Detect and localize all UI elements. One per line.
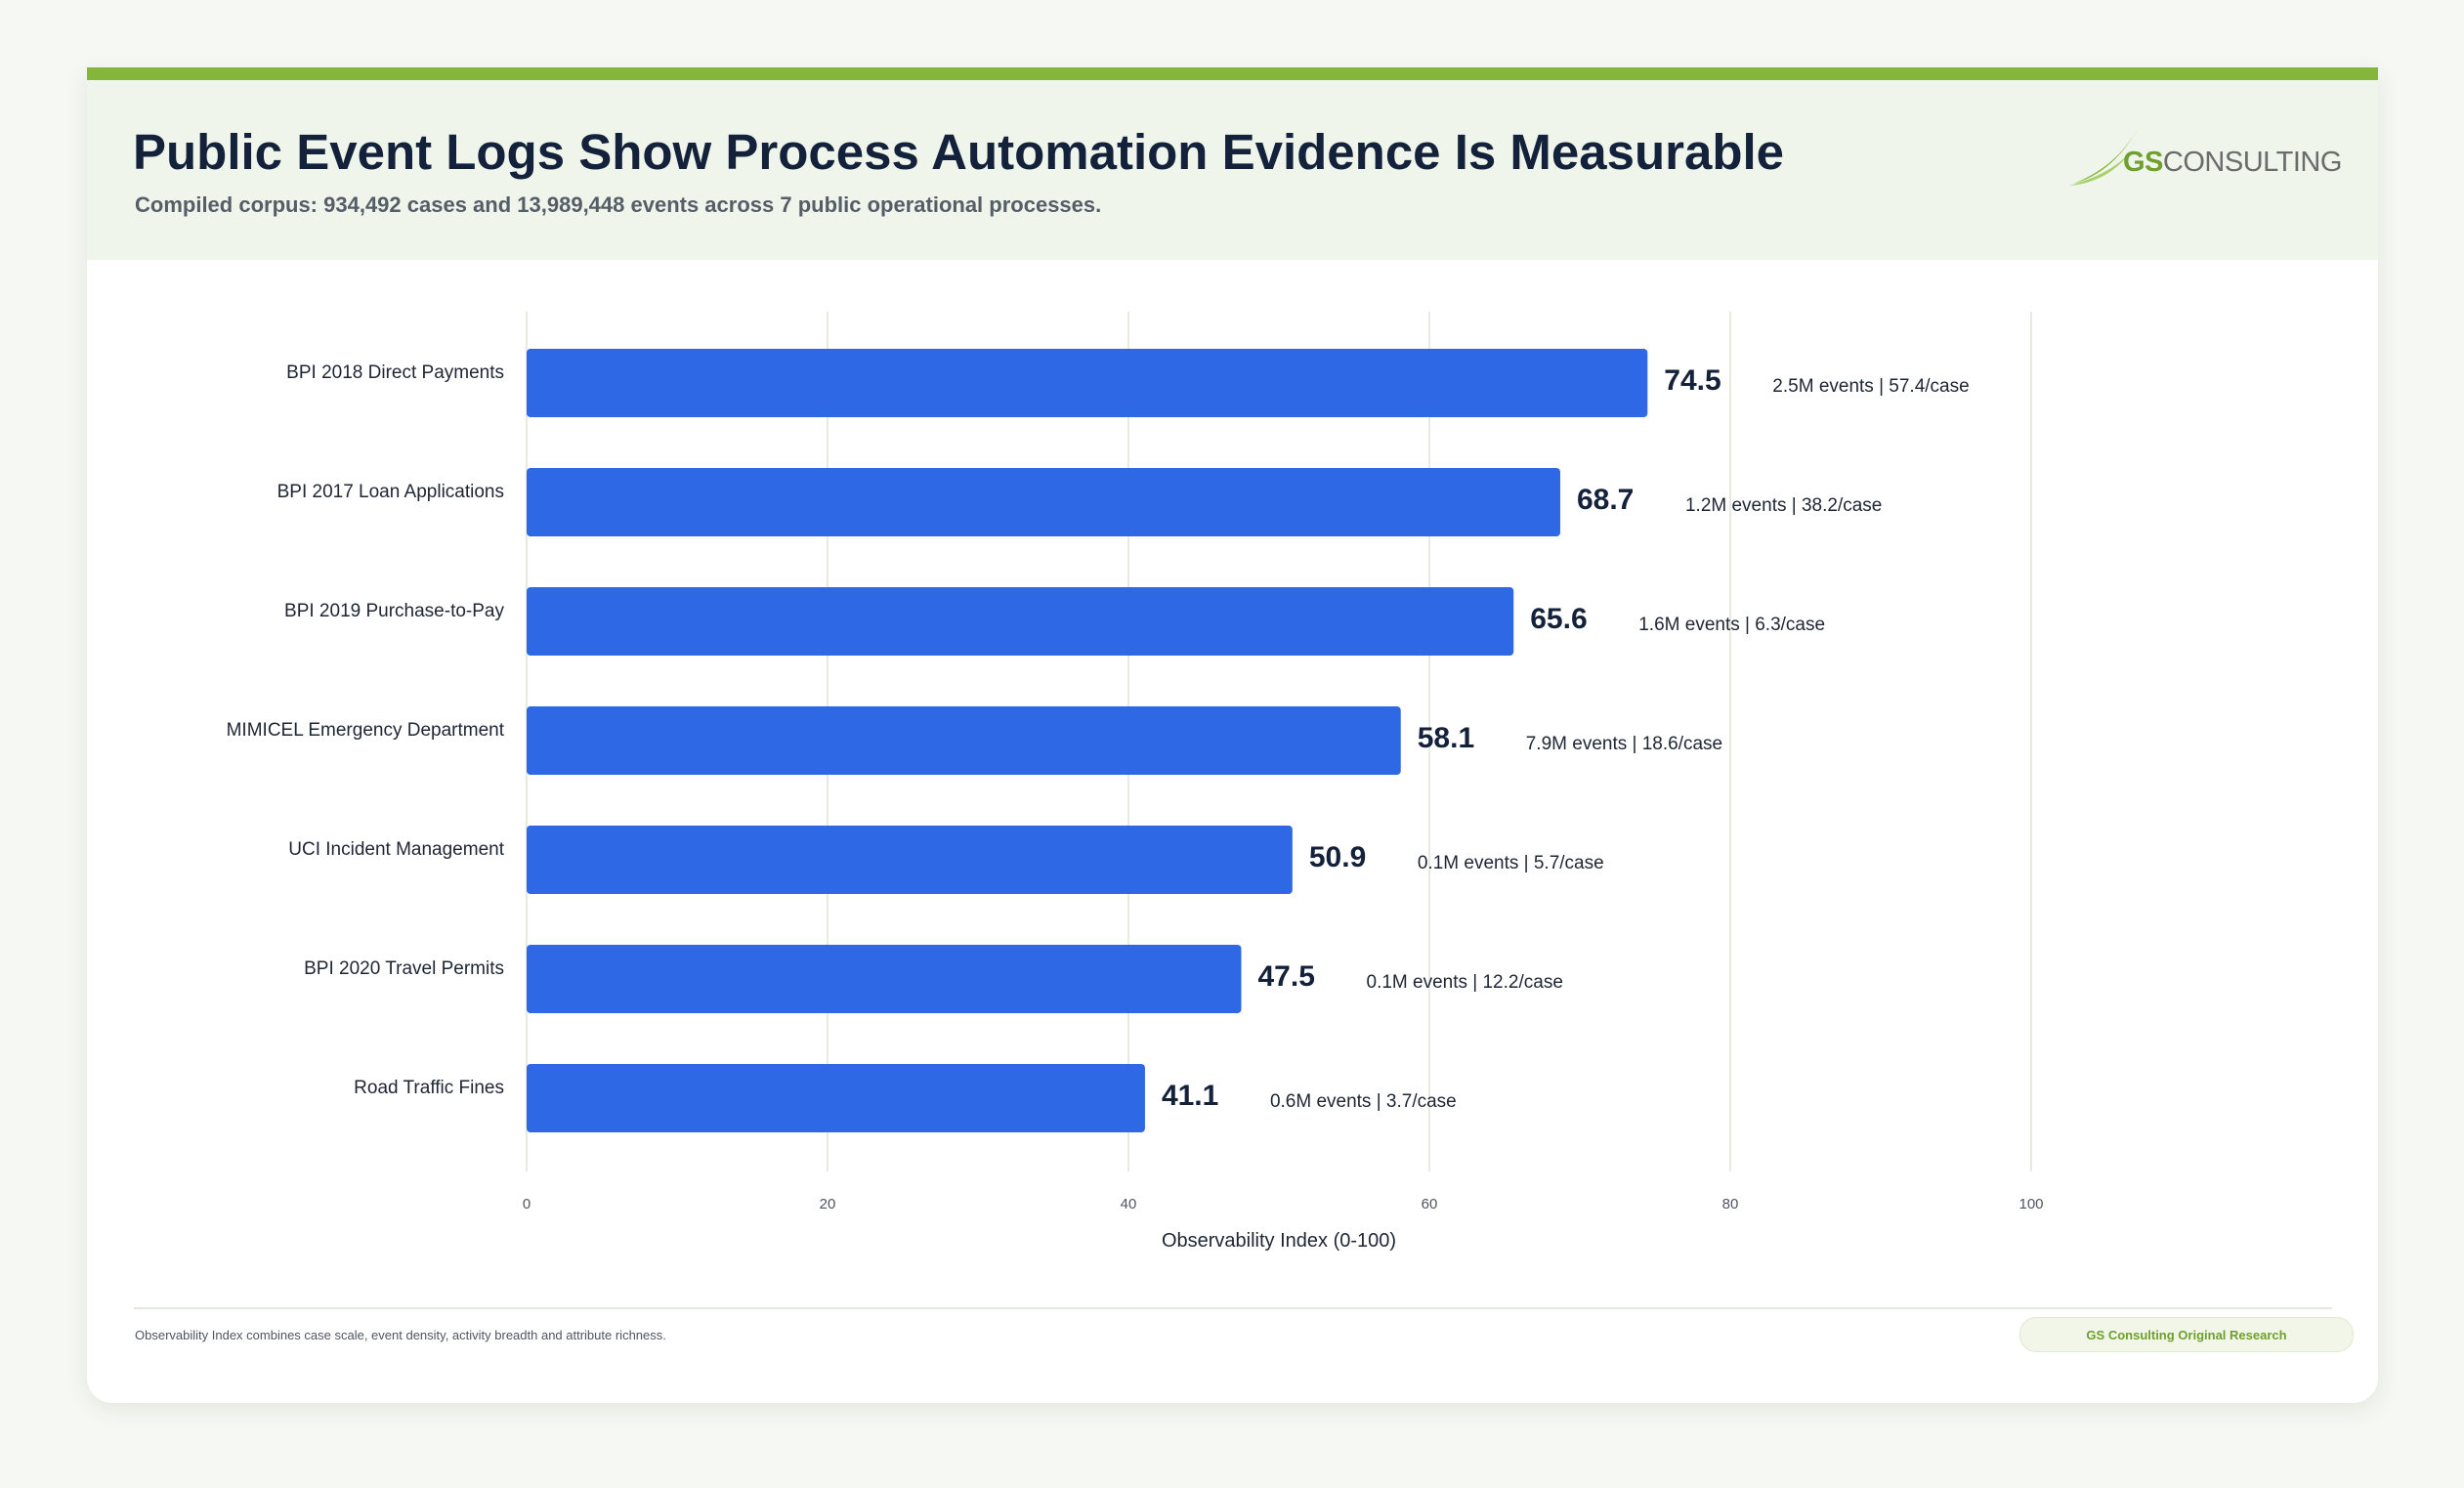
x-tick-label: 20 — [820, 1196, 836, 1212]
bar-annotation: 0.1M events | 12.2/case — [1367, 972, 1563, 993]
category-label: BPI 2020 Travel Permits — [304, 958, 504, 979]
page-title: Public Event Logs Show Process Automatio… — [133, 124, 1785, 180]
category-label: Road Traffic Fines — [354, 1078, 504, 1098]
x-tick-label: 0 — [523, 1196, 531, 1212]
accent-bar — [87, 67, 2378, 80]
value-label: 68.7 — [1577, 484, 1634, 516]
value-label: 74.5 — [1664, 364, 1721, 397]
category-label: MIMICEL Emergency Department — [227, 720, 505, 741]
footnote: Observability Index combines case scale,… — [135, 1328, 666, 1342]
page-subtitle: Compiled corpus: 934,492 cases and 13,98… — [135, 192, 1102, 217]
category-label: BPI 2017 Loan Applications — [277, 482, 504, 502]
value-label: 47.5 — [1258, 960, 1315, 993]
bar-annotation: 1.2M events | 38.2/case — [1685, 495, 1882, 516]
bar — [527, 826, 1293, 894]
footer-divider — [134, 1307, 2332, 1309]
category-label: BPI 2018 Direct Payments — [286, 362, 504, 383]
value-label: 41.1 — [1162, 1080, 1218, 1112]
logo-wordmark: GSCONSULTING — [2123, 147, 2342, 178]
x-tick-label: 60 — [1422, 1196, 1438, 1212]
header: Public Event Logs Show Process Automatio… — [87, 80, 2378, 260]
bar — [527, 706, 1401, 775]
bar-annotation: 0.6M events | 3.7/case — [1270, 1091, 1457, 1112]
bar-annotation: 2.5M events | 57.4/case — [1772, 376, 1969, 397]
x-axis-title: Observability Index (0-100) — [1162, 1230, 1396, 1252]
chart-card: Public Event Logs Show Process Automatio… — [87, 67, 2378, 1403]
research-badge: GS Consulting Original Research — [2019, 1317, 2354, 1352]
bar-annotation: 7.9M events | 18.6/case — [1526, 734, 1722, 754]
bar — [527, 349, 1648, 417]
x-tick-label: 80 — [1722, 1196, 1739, 1212]
observability-bar-chart: 0 20 40 60 80 100 Observability Index (0-100) B… — [227, 312, 2044, 1252]
value-label: 65.6 — [1530, 603, 1587, 635]
bar — [527, 945, 1242, 1013]
bar-annotation: 0.1M events | 5.7/case — [1418, 853, 1604, 873]
bar — [527, 1064, 1145, 1132]
gs-consulting-logo: GSCONSULTING — [2067, 121, 2342, 199]
bar — [527, 587, 1514, 656]
value-label: 58.1 — [1418, 722, 1474, 754]
x-tick-label: 40 — [1121, 1196, 1137, 1212]
x-tick-label: 100 — [2018, 1196, 2043, 1212]
bar — [527, 468, 1560, 536]
category-label: BPI 2019 Purchase-to-Pay — [284, 601, 504, 621]
value-label: 50.9 — [1309, 841, 1366, 873]
bar-annotation: 1.6M events | 6.3/case — [1638, 615, 1825, 635]
category-label: UCI Incident Management — [288, 839, 504, 860]
